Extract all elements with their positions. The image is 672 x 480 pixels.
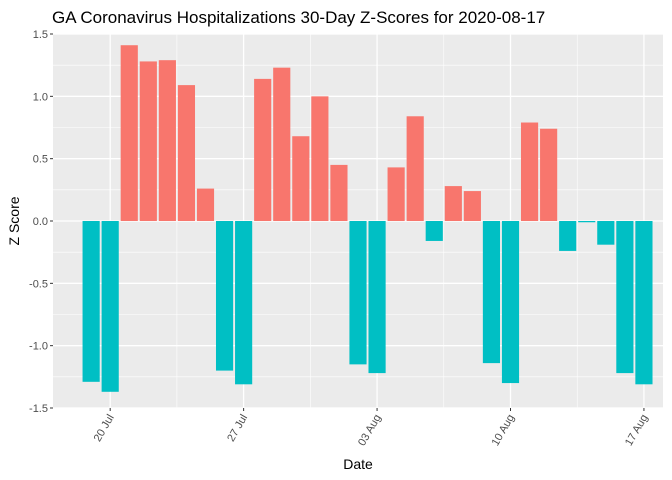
chart-title: GA Coronavirus Hospitalizations 30-Day Z… <box>52 8 545 27</box>
bar <box>139 61 157 221</box>
bar <box>578 221 596 223</box>
bar <box>120 45 138 221</box>
bar <box>597 221 615 245</box>
x-axis: 20 Jul 27 Jul 03 Aug 10 Aug 17 Aug <box>92 408 651 448</box>
x-tick-label: 03 Aug <box>356 413 384 449</box>
bar <box>520 122 539 221</box>
bar <box>311 96 329 221</box>
bar <box>463 191 481 221</box>
bar <box>101 221 119 392</box>
bars-group <box>82 45 653 392</box>
y-tick-label: -1.5 <box>29 403 48 415</box>
bar <box>616 221 634 374</box>
bar <box>349 221 367 365</box>
x-tick-label: 10 Aug <box>490 413 518 449</box>
bar <box>292 136 310 221</box>
y-tick-label: 0.0 <box>33 216 48 228</box>
y-axis: -1.5 -1.0 -0.5 0.0 0.5 1.0 1.5 <box>29 29 53 415</box>
bar <box>235 221 253 385</box>
x-tick-label: 20 Jul <box>92 413 117 444</box>
bar <box>540 128 558 221</box>
bar <box>368 221 386 374</box>
bar <box>215 221 234 371</box>
bar <box>254 78 272 221</box>
bar <box>158 60 176 222</box>
bar <box>501 221 520 384</box>
y-tick-label: 1.0 <box>33 91 48 103</box>
bar <box>635 221 653 385</box>
bar <box>406 116 424 221</box>
y-tick-label: -0.5 <box>29 278 48 290</box>
bar <box>273 67 291 221</box>
x-tick-label: 17 Aug <box>623 413 651 449</box>
bar <box>82 221 100 382</box>
y-tick-label: -1.0 <box>29 341 48 353</box>
bar <box>330 164 348 221</box>
y-tick-label: 1.5 <box>33 29 48 41</box>
x-tick-label: 27 Jul <box>225 413 250 444</box>
bar <box>559 221 577 251</box>
bar <box>177 85 196 221</box>
y-tick-label: 0.5 <box>33 154 48 166</box>
bar <box>482 221 501 364</box>
bar <box>425 221 443 241</box>
x-axis-title: Date <box>343 456 373 472</box>
y-axis-title: Z Score <box>6 196 22 245</box>
bar <box>444 186 462 221</box>
bar <box>387 167 405 221</box>
bar <box>196 188 215 221</box>
